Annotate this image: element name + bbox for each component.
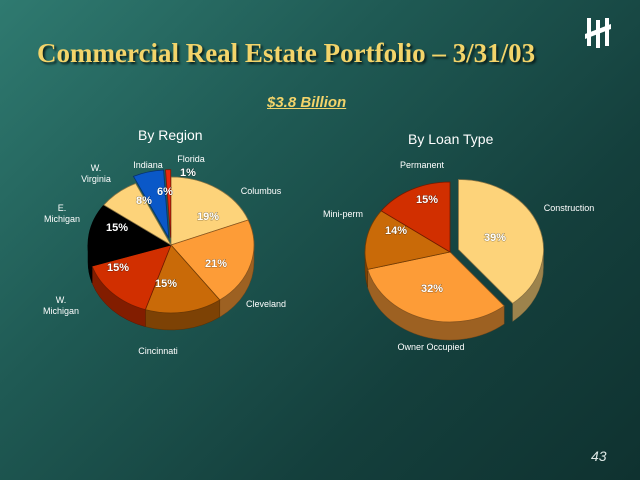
chart-title-by-region: By Region: [138, 127, 203, 143]
category-label-line: W.: [56, 295, 67, 305]
slide-subtitle: $3.8 Billion: [267, 94, 347, 111]
pct-label-construction: 39%: [484, 232, 506, 244]
category-label-w-virginia: W. Virginia: [81, 163, 111, 184]
pct-label-permanent: 15%: [416, 194, 438, 206]
category-label-columbus: Columbus: [241, 186, 282, 196]
category-label-florida: Florida: [177, 154, 205, 164]
pie-labels: 39% Construction 32% Owner Occupied 14% Mini-…: [323, 160, 594, 352]
category-label-line: Virginia: [81, 174, 111, 184]
pie-slice-owner-occupied: [367, 251, 505, 323]
category-label-line: Permanent: [400, 160, 445, 170]
category-label-owner-occupied: Owner Occupied: [397, 342, 464, 352]
pie-slice-mini-perm: [364, 210, 452, 270]
pct-label-w-virginia: 8%: [136, 195, 152, 207]
category-label-construction: Construction: [544, 203, 595, 213]
category-label-indiana: Indiana: [133, 160, 163, 170]
pie-top-layer: [364, 179, 544, 323]
pct-label-indiana: 6%: [157, 186, 173, 198]
category-label-line: Michigan: [44, 214, 80, 224]
page-number: 43: [591, 448, 607, 464]
category-label-line: Michigan: [43, 306, 79, 316]
category-label-line: E.: [58, 203, 67, 213]
pie-slice-permanent: [380, 181, 451, 253]
pct-label-e-michigan: 15%: [106, 222, 128, 234]
pct-label-mini-perm: 14%: [385, 225, 407, 237]
category-label-line: Florida: [177, 154, 205, 164]
category-label-line: Construction: [544, 203, 595, 213]
slide-title: Commercial Real Estate Portfolio – 3/31/…: [37, 38, 536, 68]
pct-label-cincinnati: 15%: [155, 278, 177, 290]
pie-labels: 19% Columbus 21% Cleveland 15% Cincinnati 15% W…: [43, 154, 286, 356]
pie-slice-indiana: [132, 169, 170, 239]
pie-slice-columbus: [170, 176, 249, 246]
pie-slice-cincinnati: [144, 244, 221, 314]
pie-slice-cleveland: [170, 219, 255, 301]
pie-slice-w-virginia: [103, 182, 173, 247]
category-label-line: W.: [91, 163, 102, 173]
pct-label-owner-occupied: 32%: [421, 283, 443, 295]
huntington-logo-icon: [585, 18, 611, 48]
category-label-cleveland: Cleveland: [246, 299, 286, 309]
pct-label-florida: 1%: [180, 167, 196, 179]
chart-title-by-loan-type: By Loan Type: [408, 131, 494, 147]
pie-slice-florida: [165, 169, 172, 238]
category-label-mini-perm: Mini-perm: [323, 209, 363, 219]
category-label-line: Cleveland: [246, 299, 286, 309]
pie-slice-construction: [458, 179, 544, 304]
pie-top-layer: [87, 169, 255, 314]
category-label-line: Mini-perm: [323, 209, 363, 219]
category-label-w-michigan: W. Michigan: [43, 295, 79, 316]
pct-label-w-michigan: 15%: [107, 262, 129, 274]
pct-label-columbus: 19%: [197, 211, 219, 223]
category-label-line: Columbus: [241, 186, 282, 196]
category-label-permanent: Permanent: [400, 160, 445, 170]
category-label-e-michigan: E. Michigan: [44, 203, 80, 224]
pie-slice-e-michigan: [87, 204, 173, 267]
category-label-line: Indiana: [133, 160, 163, 170]
category-label-line: Cincinnati: [138, 346, 178, 356]
category-label-cincinnati: Cincinnati: [138, 346, 178, 356]
pct-label-cleveland: 21%: [205, 258, 227, 270]
category-label-line: Owner Occupied: [397, 342, 464, 352]
